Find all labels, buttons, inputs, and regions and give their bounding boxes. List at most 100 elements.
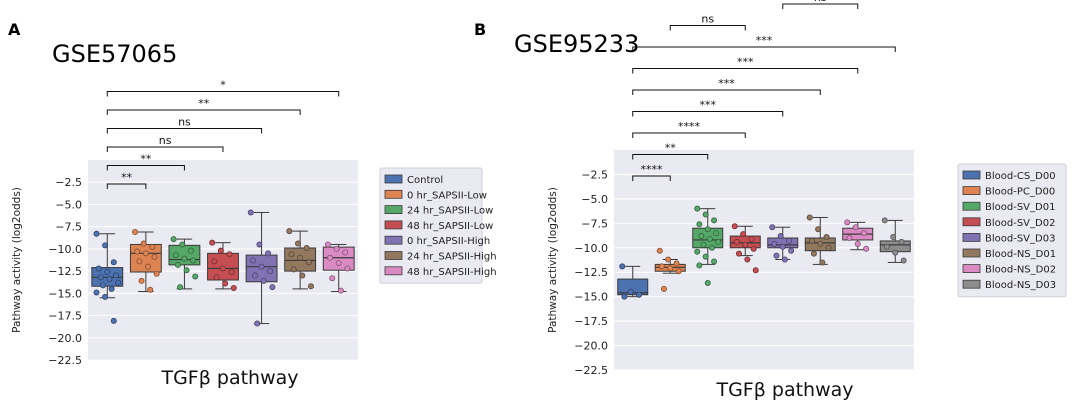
y-tick-label: −12.5 — [574, 266, 608, 279]
chart-title-b: GSE95233 — [514, 30, 639, 58]
data-point — [112, 272, 119, 279]
x-axis-label: TGFβ pathway — [715, 379, 853, 401]
data-point — [299, 272, 306, 279]
data-point — [771, 240, 778, 247]
data-point — [260, 277, 267, 284]
data-point — [808, 237, 815, 244]
data-point — [713, 230, 720, 237]
data-point — [110, 259, 117, 266]
data-point — [890, 234, 897, 241]
y-tick-label: −10.0 — [48, 243, 82, 256]
data-point — [852, 224, 859, 231]
data-point — [294, 240, 301, 247]
significance-bracket — [782, 3, 859, 9]
data-point — [93, 230, 100, 237]
data-point — [788, 247, 795, 254]
y-axis-label: Pathway activity (log2odds) — [547, 187, 559, 333]
y-tick-label: −2.5 — [581, 168, 608, 181]
data-point — [708, 244, 715, 251]
data-point — [883, 243, 890, 250]
data-point — [288, 251, 295, 258]
significance-label: *** — [737, 56, 754, 69]
data-point — [702, 211, 709, 218]
data-point — [675, 268, 682, 275]
legend-swatch — [962, 217, 981, 227]
data-point — [267, 268, 274, 275]
data-point — [781, 256, 788, 263]
legend-swatch — [962, 248, 981, 258]
plot-area — [614, 150, 914, 370]
significance-label: *** — [718, 77, 735, 90]
data-point — [99, 282, 106, 289]
panel-a: −2.5 −5.0 −7.5 −10.0 −12.5 −15.0 −17.5 −20.0 −22… — [11, 79, 497, 390]
data-point — [621, 293, 628, 300]
significance-bracket — [632, 89, 821, 95]
data-point — [209, 239, 216, 246]
data-point — [342, 249, 349, 256]
data-point — [744, 256, 751, 263]
legend-swatch — [384, 174, 403, 184]
data-point — [286, 228, 293, 235]
data-point — [706, 235, 713, 242]
legend-label: Blood-SV_D03 — [985, 233, 1055, 244]
y-tick-label: −10.0 — [574, 242, 608, 255]
data-point — [698, 233, 705, 240]
data-point — [704, 279, 711, 286]
data-point — [667, 265, 674, 272]
data-point — [673, 260, 680, 267]
data-point — [700, 241, 707, 248]
data-point — [704, 226, 711, 233]
data-point — [226, 251, 233, 258]
data-point — [254, 320, 261, 327]
data-point — [731, 223, 738, 230]
significance-label: ns — [159, 134, 172, 147]
data-point — [145, 263, 152, 270]
significance-label: *** — [756, 34, 773, 47]
data-point — [748, 235, 755, 242]
data-point — [665, 256, 672, 263]
significance-bracket — [106, 91, 340, 97]
significance-label: ns — [178, 116, 191, 129]
data-point — [136, 258, 143, 265]
data-point — [711, 258, 718, 265]
data-point — [769, 224, 776, 231]
significance-bracket — [632, 175, 671, 181]
legend-label: 0 hr_SAPSII-High — [407, 236, 490, 247]
data-point — [228, 268, 235, 275]
y-tick-label: −7.5 — [581, 217, 608, 230]
data-point — [810, 250, 817, 257]
y-tick-label: −22.5 — [574, 364, 608, 377]
legend-swatch — [962, 201, 981, 211]
significance-bracket — [632, 68, 859, 74]
data-point — [324, 241, 331, 248]
significance-label: ns — [701, 13, 714, 26]
data-point — [104, 268, 111, 275]
data-point — [297, 254, 304, 261]
data-point — [247, 209, 254, 216]
legend-label: Blood-NS_D01 — [985, 249, 1056, 260]
data-point — [844, 219, 851, 226]
significance-label: **** — [678, 120, 701, 133]
data-point — [179, 241, 186, 248]
data-point — [183, 267, 190, 274]
data-point — [733, 238, 740, 245]
y-tick-label: −7.5 — [55, 221, 82, 234]
data-point — [138, 277, 145, 284]
data-point — [715, 238, 722, 245]
significance-label: * — [220, 79, 226, 92]
data-point — [172, 252, 179, 259]
data-point — [333, 245, 340, 252]
legend-label: Blood-NS_D02 — [985, 265, 1056, 276]
data-point — [854, 240, 861, 247]
legend-swatch — [384, 235, 403, 245]
legend-swatch — [384, 205, 403, 215]
x-axis-label: TGFβ pathway — [160, 367, 298, 389]
data-point — [106, 276, 113, 283]
significance-bracket — [106, 146, 224, 152]
legend-label: Blood-SV_D01 — [985, 202, 1055, 213]
data-point — [192, 273, 199, 280]
data-point — [656, 247, 663, 254]
legend-label: 48 hr_SAPSII-High — [407, 267, 497, 278]
legend-label: Blood-SV_D02 — [985, 218, 1055, 229]
